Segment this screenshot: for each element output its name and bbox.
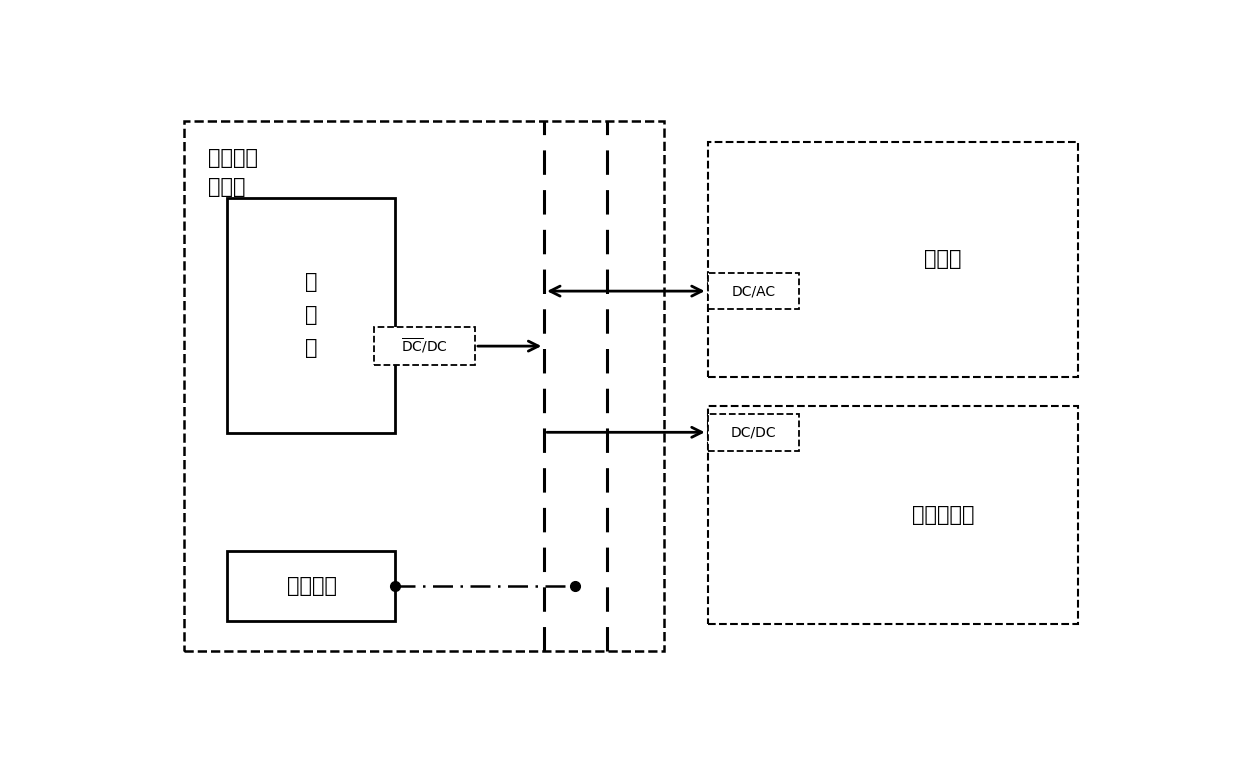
Text: $\overline{\mathrm{DC}}$/DC: $\overline{\mathrm{DC}}$/DC xyxy=(402,337,448,355)
Text: DC/DC: DC/DC xyxy=(730,426,776,439)
Bar xyxy=(374,327,475,365)
Text: DC/AC: DC/AC xyxy=(732,284,775,298)
Text: 充
电
桩: 充 电 桩 xyxy=(305,273,317,358)
Bar xyxy=(227,551,396,621)
Text: 控制系统: 控制系统 xyxy=(286,576,336,596)
Bar xyxy=(708,414,799,451)
Bar xyxy=(708,406,1078,624)
Text: 高速公路: 高速公路 xyxy=(208,147,258,167)
Bar xyxy=(708,141,1078,377)
Bar xyxy=(708,273,799,309)
Text: 充电站: 充电站 xyxy=(208,177,246,197)
Text: 光伏发电站: 光伏发电站 xyxy=(911,505,975,525)
Text: 大电网: 大电网 xyxy=(924,249,962,270)
Bar xyxy=(184,121,665,651)
Bar xyxy=(227,198,396,433)
